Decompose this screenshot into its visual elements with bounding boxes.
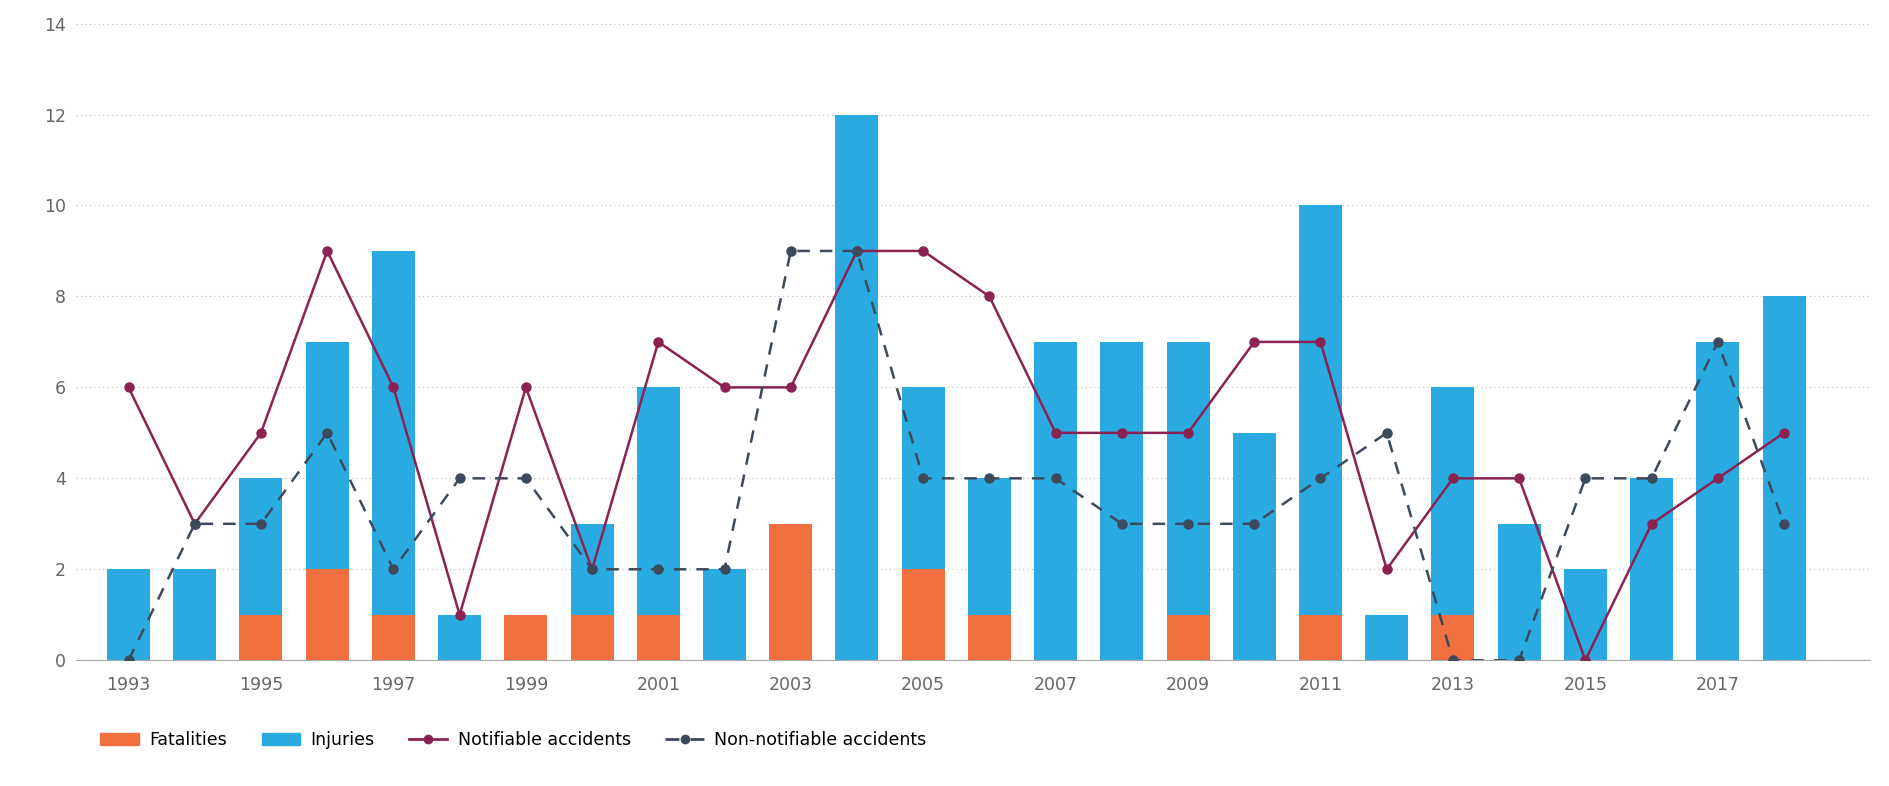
Bar [1630,479,1674,660]
Bar [967,479,1011,660]
Bar [306,342,349,660]
Bar [504,615,548,660]
Bar [570,615,614,660]
Bar [372,251,416,660]
Bar [835,115,878,660]
Bar [438,615,482,660]
Bar [1762,296,1806,660]
Bar [967,615,1011,660]
Bar [570,523,614,660]
Legend: Fatalities, Injuries, Notifiable accidents, Non-notifiable accidents: Fatalities, Injuries, Notifiable acciden… [94,724,933,756]
Bar [1432,387,1475,660]
Bar [240,615,283,660]
Bar [703,569,746,660]
Bar [1167,342,1209,660]
Bar [108,569,149,660]
Bar [769,523,812,660]
Bar [1696,342,1740,660]
Bar [1033,342,1077,660]
Bar [306,569,349,660]
Bar [372,615,416,660]
Bar [1099,342,1143,660]
Bar [637,387,680,660]
Bar [1564,569,1608,660]
Bar [637,615,680,660]
Bar [769,569,812,660]
Bar [1498,523,1541,660]
Bar [240,479,283,660]
Bar [1432,615,1475,660]
Bar [1300,615,1341,660]
Bar [901,569,944,660]
Bar [174,569,215,660]
Bar [1167,615,1209,660]
Bar [1234,433,1275,660]
Bar [1366,615,1407,660]
Bar [901,387,944,660]
Bar [1300,205,1341,660]
